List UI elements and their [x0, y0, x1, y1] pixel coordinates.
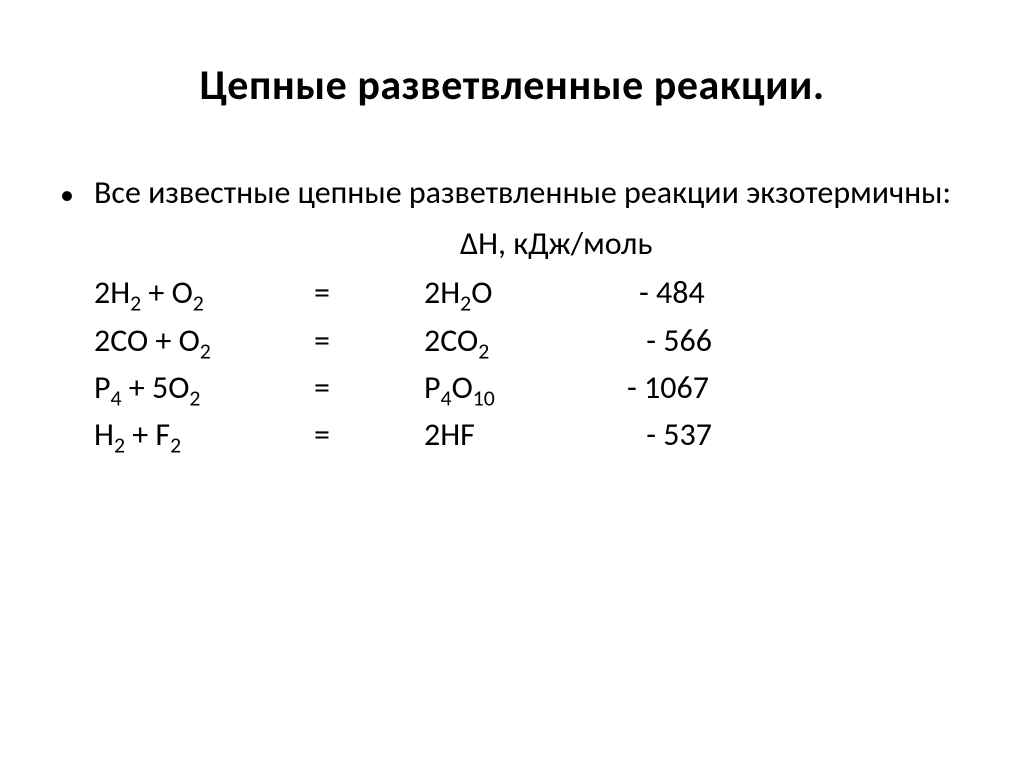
reaction-row: 2CO + O2 = 2CO2 - 566 — [60, 319, 974, 362]
reaction-rhs: 2CO2 — [424, 319, 639, 362]
equals-sign: = — [314, 366, 424, 409]
reaction-lhs: 2CO + O2 — [94, 319, 314, 362]
intro-text: Все известные цепные разветвленные реакц… — [94, 171, 974, 214]
equals-sign: = — [314, 271, 424, 314]
enthalpy-label: H, кДж/моль — [478, 224, 652, 263]
slide: Цепные разветвленные реакции. • Все изве… — [0, 0, 1024, 767]
reaction-value: - 537 — [639, 413, 712, 456]
intro-bullet: • Все известные цепные разветвленные реа… — [60, 171, 974, 214]
equals-sign: = — [314, 413, 424, 456]
reaction-lhs: 2H2 + O2 — [94, 271, 314, 314]
slide-body: • Все известные цепные разветвленные реа… — [50, 171, 974, 456]
reaction-row: H2 + F2 = 2HF - 537 — [60, 413, 974, 456]
reaction-lhs: H2 + F2 — [94, 413, 314, 456]
bullet-icon: • — [60, 171, 94, 214]
reaction-rhs: 2HF — [424, 413, 639, 456]
equals-sign: = — [314, 319, 424, 362]
reaction-value: - 1067 — [627, 366, 709, 409]
reaction-rhs: 2H2O — [424, 271, 639, 314]
page-title: Цепные разветвленные реакции. — [50, 60, 974, 111]
reaction-rhs: P4O10 — [424, 366, 639, 409]
reaction-lhs: P4 + 5O2 — [94, 366, 314, 409]
reaction-row: P4 + 5O2 = P4O10 - 1067 — [60, 366, 974, 409]
delta-symbol: Δ — [460, 224, 478, 263]
reaction-row: 2H2 + O2 = 2H2O - 484 — [60, 271, 974, 314]
reaction-value: - 484 — [639, 271, 705, 314]
reaction-value: - 566 — [639, 319, 712, 362]
enthalpy-header: ΔH, кДж/моль — [60, 222, 974, 265]
